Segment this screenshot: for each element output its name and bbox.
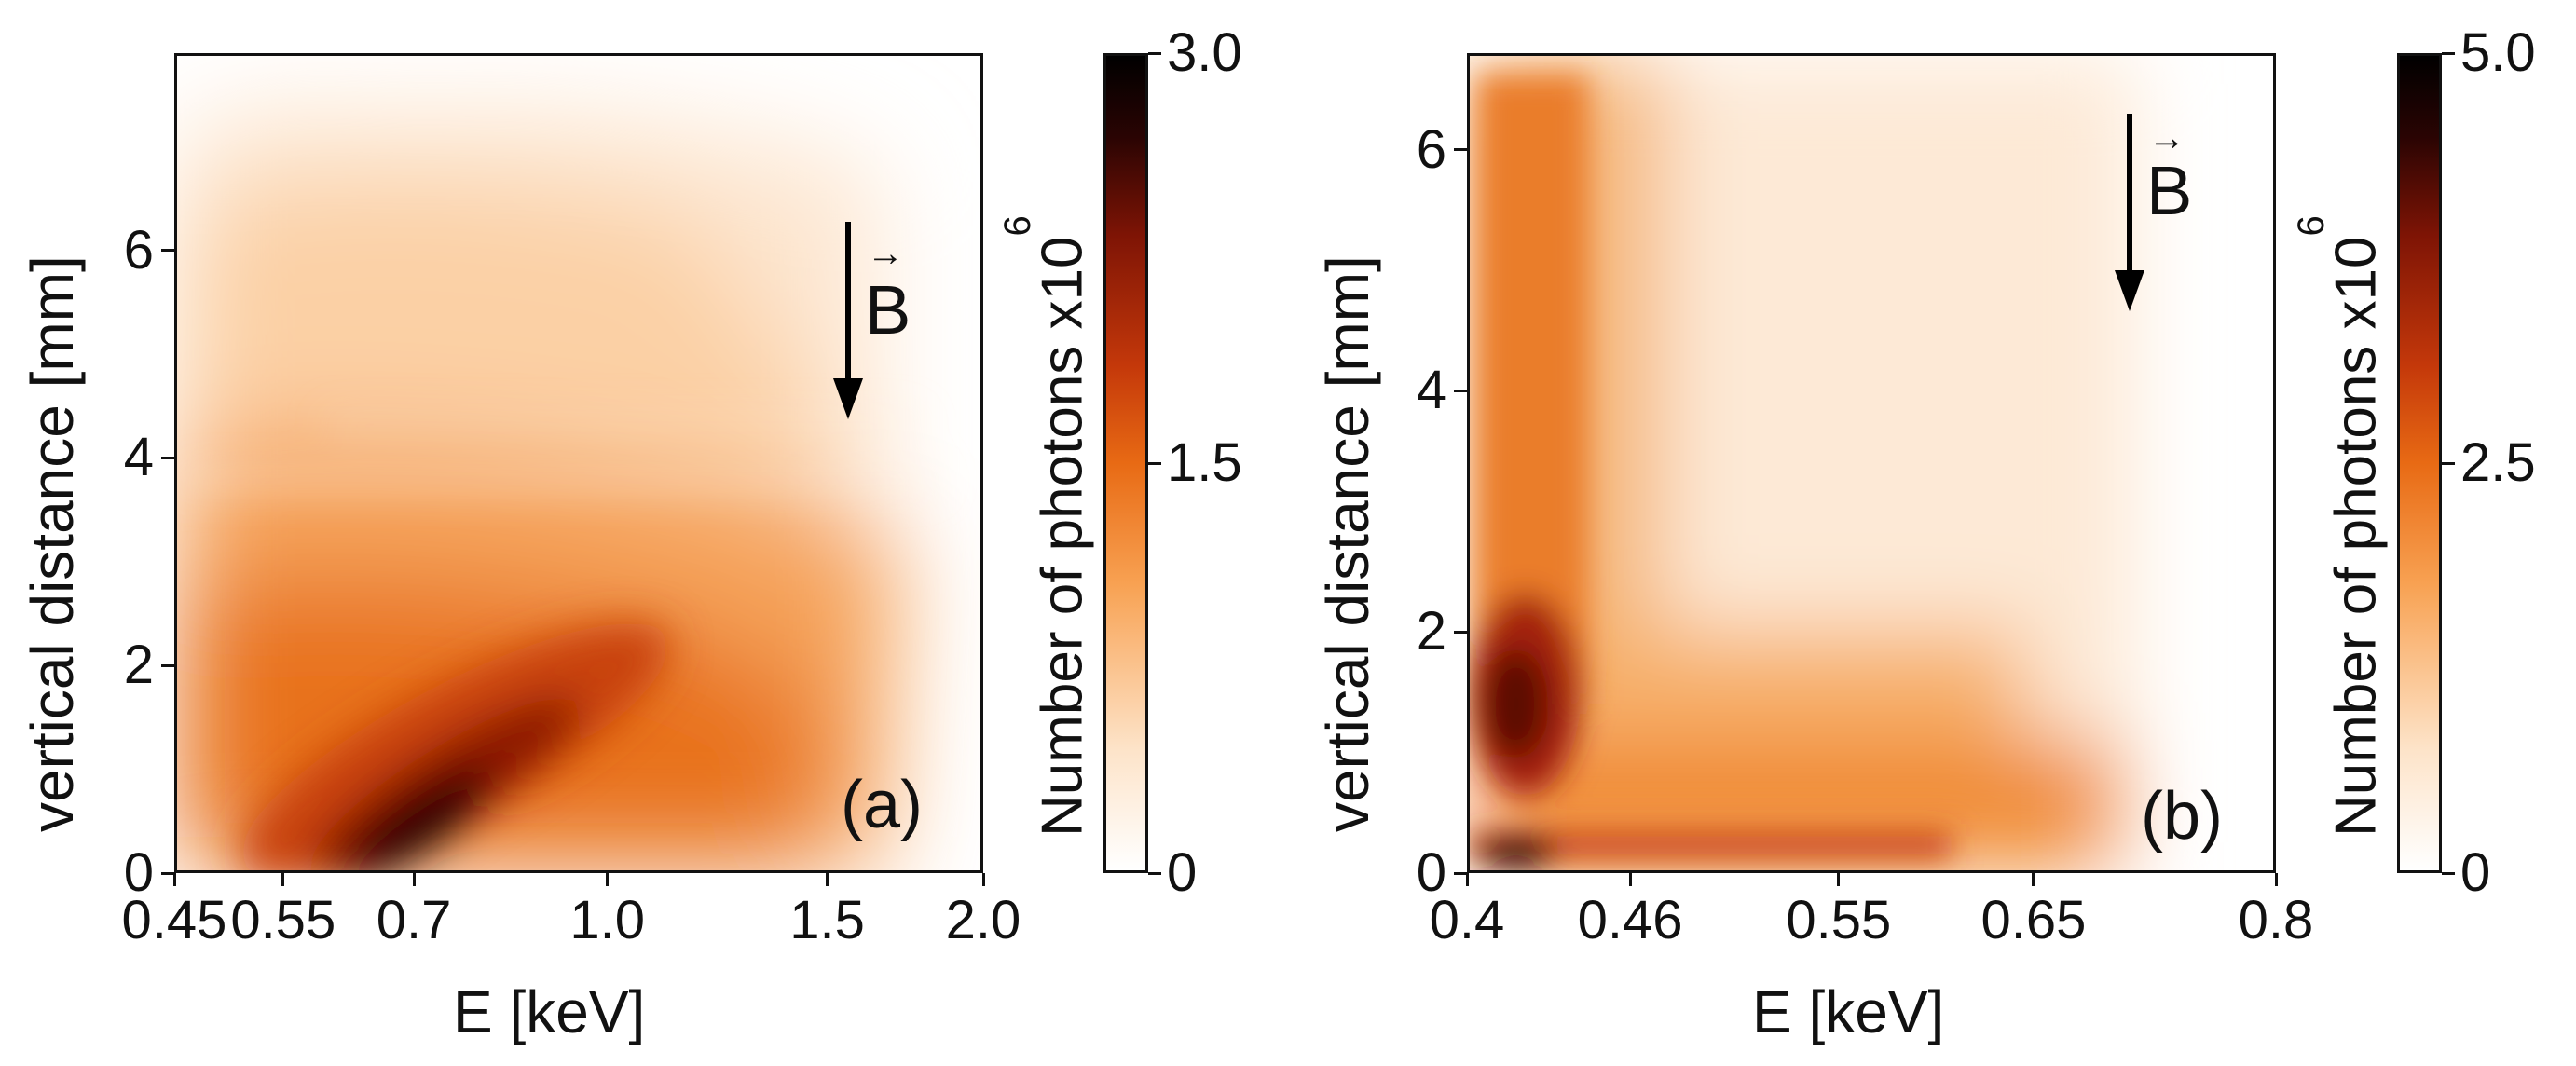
x-tick-b [1628,873,1632,886]
colorbar-tick-label-b: 0 [2460,842,2491,903]
y-tick-label-b: 0 [1416,842,1446,903]
x-tick-a [281,873,285,886]
y-tick-a [161,871,174,875]
x-axis-title-b: E [keV] [1752,978,1945,1046]
colorbar-title-b-text: Number of photons x10 [2323,236,2389,838]
heatmap-b-peak [1473,837,1558,868]
x-tick-b [2274,873,2278,886]
colorbar-tick-b [2442,871,2455,875]
heatmap-a-streak-2 [324,421,918,428]
y-tick-label-b: 4 [1416,360,1446,421]
heatmap-a-streak-1 [177,476,937,485]
x-tick-label-a: 0.55 [230,890,336,950]
x-tick-label-b: 0.8 [2238,890,2314,950]
x-tick-a [412,873,416,886]
y-tick-label-a: 4 [123,427,154,488]
x-tick-a [172,873,176,886]
x-tick-label-a: 1.5 [789,890,865,950]
heatmap-a-peak [343,770,492,870]
y-tick-b [1454,871,1467,875]
x-tick-a [826,873,829,886]
colorbar-title-a-exponent: 6 [997,215,1038,237]
y-tick-label-a: 0 [123,842,154,903]
x-tick-b [1465,873,1469,886]
colorbar-tick-label-a: 1.5 [1167,432,1242,493]
x-tick-label-a: 2.0 [945,890,1021,950]
colorbar-b [2397,53,2442,873]
colorbar-tick-label-b: 2.5 [2460,432,2536,493]
x-tick-label-b: 0.55 [1786,890,1892,950]
y-tick-label-b: 2 [1416,601,1446,663]
y-axis-title-a: vertical distance [mm] [19,255,86,832]
colorbar-tick-a [1148,871,1161,875]
x-tick-a [981,873,985,886]
y-tick-b [1454,630,1467,634]
colorbar-title-b: Number of photons x106 [2291,215,2390,838]
x-tick-b [2032,873,2035,886]
colorbar-title-a-text: Number of photons x10 [1030,236,1095,838]
colorbar-tick-a [1148,461,1161,465]
field-arrow-a: → B [829,222,941,436]
field-label-a: B [865,271,911,348]
colorbar-title-a: Number of photons x106 [997,215,1096,838]
y-tick-b [1454,148,1467,152]
y-tick-a [161,456,174,459]
x-tick-b [1837,873,1841,886]
colorbar-tick-label-b: 5.0 [2460,22,2536,83]
x-tick-label-a: 0.45 [121,890,227,950]
x-tick-label-b: 0.65 [1980,890,2087,950]
heatmap-b-plot-area: → B (b) [1467,53,2276,873]
y-axis-title-b: vertical distance [mm] [1314,255,1381,832]
panel-label-a: (a) [841,768,923,842]
field-arrow-b: → B [2111,114,2223,328]
heatmap-a-plot-area: → B (a) [174,53,983,873]
field-vector-mark-a: → [867,233,904,274]
x-axis-title-a: E [keV] [453,978,646,1046]
colorbar-tick-a [1148,51,1161,55]
y-tick-b [1454,389,1467,392]
colorbar-tick-b [2442,461,2455,465]
y-tick-label-a: 6 [123,219,154,280]
colorbar-tick-b [2442,51,2455,55]
x-tick-label-b: 0.4 [1429,890,1505,950]
field-label-b: B [2146,152,2193,229]
y-tick-label-b: 6 [1416,118,1446,180]
y-tick-a [161,249,174,253]
colorbar-a [1103,53,1148,873]
field-vector-mark-b: → [2148,117,2185,158]
x-tick-label-a: 0.7 [376,890,452,950]
y-tick-a [161,663,174,667]
colorbar-tick-label-a: 0 [1167,842,1198,903]
x-tick-label-b: 0.46 [1577,890,1683,950]
heatmap-b-dark-blob-core [1483,648,1549,759]
x-tick-a [606,873,610,886]
panel-label-b: (b) [2141,779,2223,854]
colorbar-tick-label-a: 3.0 [1167,22,1242,83]
y-tick-label-a: 2 [123,635,154,696]
colorbar-title-b-exponent: 6 [2291,215,2332,237]
x-tick-label-a: 1.0 [569,890,645,950]
